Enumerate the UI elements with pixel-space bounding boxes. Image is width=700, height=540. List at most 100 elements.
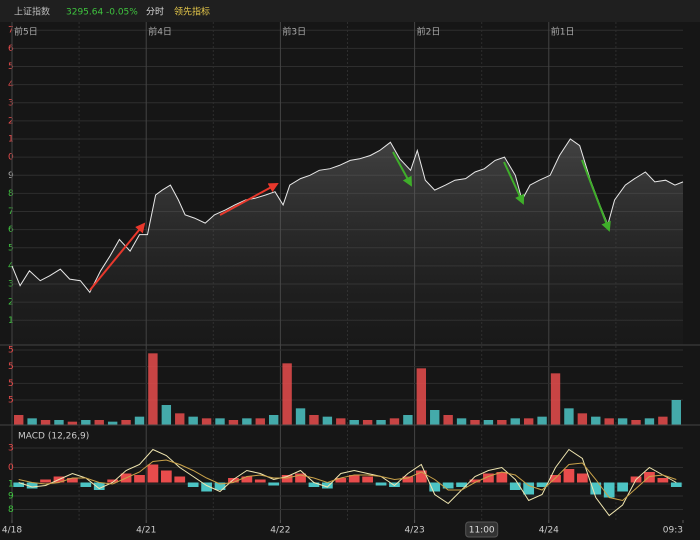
volume-bar	[27, 418, 37, 425]
y-tick-label: 1	[8, 480, 14, 490]
macd-bar	[228, 478, 239, 483]
y-tick-label: 4	[8, 80, 14, 90]
y-tick-label: 5	[8, 362, 14, 372]
macd-bar	[187, 482, 199, 487]
macd-bar	[402, 476, 414, 483]
volume-bar	[322, 416, 333, 425]
macd-bar	[26, 482, 38, 489]
macd-bar	[415, 470, 427, 483]
volume-bar	[215, 418, 225, 425]
volume-bar	[564, 408, 574, 425]
indicator-tab[interactable]: 领先指标	[174, 6, 210, 18]
arrow-down	[503, 161, 525, 205]
volume-bar	[470, 420, 480, 425]
macd-bar	[214, 482, 226, 490]
macd-bar	[107, 479, 119, 483]
cursor-box	[465, 521, 499, 538]
volume-bar	[14, 415, 24, 425]
volume-bar	[631, 420, 641, 425]
cursor-label: 11:00	[469, 526, 495, 536]
volume-bar	[295, 408, 306, 425]
y-tick-label: 1	[8, 316, 14, 326]
macd-bar	[657, 478, 669, 483]
day-label: 前4日	[148, 26, 172, 38]
macd-bar	[523, 482, 535, 495]
volume-bar	[617, 418, 628, 425]
mode-tab[interactable]: 分时	[146, 6, 164, 18]
volume-bar	[336, 418, 346, 425]
day-label: 前3日	[282, 26, 306, 38]
volume-bar	[430, 410, 440, 425]
macd-bar	[308, 482, 320, 487]
x-tick-label: 4/21	[136, 526, 156, 536]
volume-bar	[81, 420, 91, 425]
macd-bar	[442, 482, 454, 489]
macd-bar	[670, 482, 682, 487]
y-tick-label: 8	[8, 505, 14, 515]
y-tick-label: 7	[8, 26, 14, 36]
volume-bar	[242, 418, 252, 425]
x-tick-label: 4/24	[539, 526, 559, 536]
volume-bar	[67, 421, 78, 425]
volume-bar	[188, 416, 198, 425]
volume-bar	[523, 418, 534, 425]
volume-bar	[134, 416, 145, 425]
macd-line	[18, 459, 677, 502]
index-change: -0.05%	[106, 8, 138, 18]
volume-bar	[228, 420, 239, 425]
volume-bar	[644, 418, 655, 425]
macd-bar	[160, 470, 172, 483]
price-area	[12, 139, 683, 345]
y-tick-label: 7	[8, 207, 14, 217]
volume-bar	[591, 416, 601, 425]
day-label: 前2日	[417, 26, 441, 38]
arrow-up	[89, 222, 146, 291]
volume-bar	[268, 415, 279, 425]
macd-bar	[362, 476, 373, 483]
volume-bar	[497, 420, 507, 425]
volume-bar	[175, 413, 185, 425]
macd-bar	[576, 473, 588, 483]
volume-bar	[255, 418, 265, 425]
y-tick-label: 3	[8, 98, 14, 108]
arrow-up	[219, 183, 279, 216]
macd-bar	[550, 475, 561, 483]
volume-bar	[161, 405, 172, 425]
macd-bar	[241, 476, 253, 483]
x-tick-label: 09:3	[663, 526, 683, 536]
y-tick-label: 0	[8, 153, 14, 163]
y-tick-label: 3	[8, 280, 14, 290]
y-tick-label: 3	[8, 444, 14, 454]
y-tick-label: 9	[8, 492, 14, 502]
volume-bar	[671, 400, 681, 425]
macd-bar	[469, 479, 481, 483]
macd-bar	[67, 478, 78, 483]
y-tick-label: 5	[8, 62, 14, 72]
volume-bar	[483, 420, 494, 425]
macd-bar	[590, 482, 602, 495]
volume-bar	[577, 413, 588, 425]
volume-bar	[349, 420, 359, 425]
macd-bar	[147, 464, 159, 483]
day-label: 前1日	[551, 26, 575, 38]
macd-bar	[281, 475, 293, 483]
y-tick-label: 5	[8, 379, 14, 389]
macd-bar	[536, 482, 548, 487]
price-line	[11, 138, 684, 294]
volume-bar	[282, 363, 292, 425]
macd-bar	[322, 482, 333, 489]
y-tick-label: 2	[8, 116, 14, 126]
macd-bar	[563, 469, 575, 483]
macd-bar	[93, 482, 105, 490]
y-tick-label: 8	[8, 189, 14, 199]
macd-bar	[134, 475, 145, 483]
macd-bar	[509, 482, 521, 490]
volume-bar	[309, 415, 319, 425]
annotations	[89, 151, 611, 291]
y-tick-label: 5	[8, 243, 14, 253]
x-tick-label: 4/22	[270, 526, 290, 536]
macd-bar	[483, 473, 494, 483]
volume-bar	[416, 368, 427, 425]
volume-bar	[40, 420, 51, 425]
